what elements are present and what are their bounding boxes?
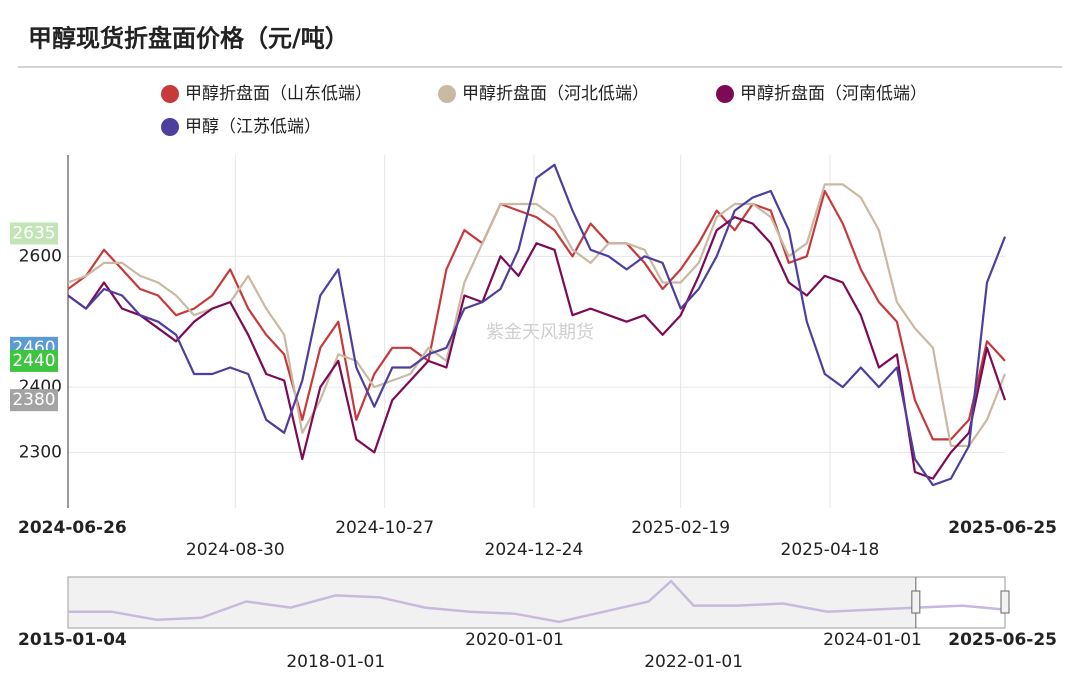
- x-end-label: 2025-06-25: [948, 518, 1057, 538]
- navigator-line: [68, 579, 1006, 624]
- navigator-tick-label: 2022-01-01: [644, 652, 743, 672]
- x-tick-label: 2024-08-30: [186, 540, 285, 560]
- chart-title: 甲醇现货折盘面价格（元/吨）: [28, 24, 349, 53]
- legend-marker: [161, 85, 179, 103]
- series-line: [67, 183, 1007, 447]
- legend-label: 甲醇折盘面（河北低端）: [462, 84, 649, 104]
- value-badge-label: 2440: [12, 351, 55, 371]
- legend-label: 甲醇折盘面（山东低端）: [185, 84, 372, 104]
- value-badge-label: 2635: [12, 223, 55, 243]
- x-start-label: 2024-06-26: [18, 518, 127, 538]
- x-tick-label: 2024-10-27: [335, 518, 434, 538]
- legend-marker: [716, 85, 734, 103]
- value-badge: [10, 389, 58, 412]
- value-badge: [10, 222, 58, 245]
- navigator-tick-label: 2024-01-01: [823, 630, 922, 650]
- navigator-mask: [68, 577, 916, 628]
- navigator-handle: [1000, 590, 1010, 614]
- x-tick-label: 2025-04-18: [781, 540, 880, 560]
- x-tick-label: 2024-12-24: [485, 540, 584, 560]
- legend-label: 甲醇（江苏低端）: [185, 117, 321, 137]
- x-tick-label: 2025-02-19: [631, 518, 730, 538]
- value-badge-label: 2380: [12, 390, 55, 410]
- y-tick-label: 2600: [19, 246, 62, 266]
- watermark: 紫金天风期货: [486, 322, 594, 343]
- series-line: [67, 163, 1007, 487]
- series-line: [67, 216, 1007, 480]
- y-tick-label: 2300: [19, 442, 62, 462]
- navigator-tick-label: 2020-01-01: [465, 630, 564, 650]
- legend-label: 甲醇折盘面（河南低端）: [740, 84, 927, 104]
- legend-marker: [161, 118, 179, 136]
- navigator-tick-label: 2018-01-01: [286, 652, 385, 672]
- legend-marker: [438, 85, 456, 103]
- navigator-start-label: 2015-01-04: [18, 630, 127, 650]
- navigator-frame: [67, 576, 1006, 629]
- series-line: [67, 189, 1006, 441]
- navigator-handle: [911, 590, 921, 614]
- value-badge: [10, 349, 58, 372]
- navigator-end-label: 2025-06-25: [948, 630, 1057, 650]
